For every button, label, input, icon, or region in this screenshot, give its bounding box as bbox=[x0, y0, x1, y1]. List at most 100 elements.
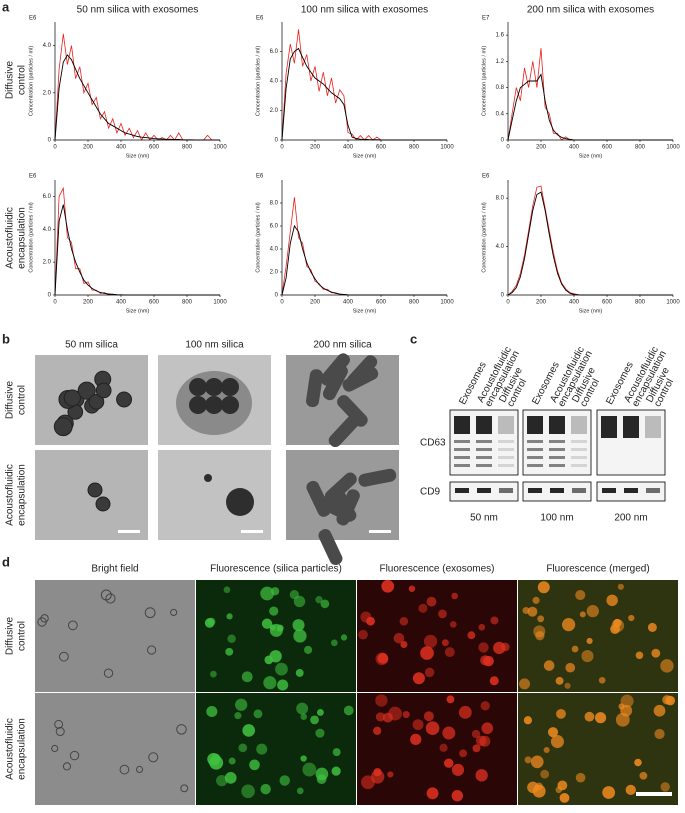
panel-letter: c bbox=[410, 331, 417, 346]
band bbox=[476, 416, 492, 434]
particle bbox=[53, 417, 73, 437]
particle bbox=[221, 378, 239, 396]
band bbox=[571, 440, 587, 443]
cell bbox=[584, 711, 595, 722]
x-tick-label: 1000 bbox=[440, 300, 454, 306]
cell bbox=[451, 592, 459, 600]
y-multiplier: E6 bbox=[482, 174, 490, 180]
y-axis-label: Concentration (particles / ml) bbox=[481, 202, 487, 272]
y-multiplier: E6 bbox=[256, 16, 264, 22]
x-tick-label: 600 bbox=[376, 145, 387, 151]
cell bbox=[293, 629, 307, 643]
cell bbox=[586, 637, 593, 645]
cell bbox=[564, 682, 571, 689]
band bbox=[454, 464, 470, 467]
x-tick-label: 400 bbox=[116, 300, 127, 306]
x-tick-label: 800 bbox=[409, 300, 420, 306]
y-tick-label: 0 bbox=[48, 138, 52, 144]
cell bbox=[225, 647, 234, 656]
rod bbox=[318, 529, 343, 566]
y-tick-label: 1.2 bbox=[496, 59, 505, 65]
cell bbox=[310, 715, 319, 725]
cell-outline bbox=[147, 645, 157, 655]
cell bbox=[654, 728, 665, 740]
band bbox=[623, 416, 639, 438]
cell bbox=[316, 774, 327, 785]
cell bbox=[300, 713, 307, 720]
cell bbox=[223, 586, 231, 594]
rod bbox=[336, 489, 360, 526]
cell bbox=[490, 616, 499, 625]
cell bbox=[647, 622, 657, 632]
cell bbox=[451, 763, 465, 776]
cell bbox=[330, 639, 338, 647]
column-title: Fluorescence (merged) bbox=[546, 564, 649, 575]
cell bbox=[315, 728, 325, 738]
cell bbox=[594, 712, 607, 724]
marker-label: CD9 bbox=[420, 487, 440, 498]
particle bbox=[221, 396, 239, 414]
data-line bbox=[507, 48, 673, 141]
y-multiplier: E6 bbox=[256, 174, 264, 180]
cell bbox=[532, 784, 546, 798]
band bbox=[498, 416, 514, 434]
x-tick-label: 0 bbox=[280, 300, 284, 306]
x-tick-label: 0 bbox=[280, 145, 284, 151]
cell-outline bbox=[136, 765, 144, 773]
cell bbox=[524, 756, 532, 764]
x-axis-label: Size (nm) bbox=[579, 153, 603, 159]
cell bbox=[387, 771, 394, 778]
cell bbox=[340, 634, 348, 641]
cell bbox=[261, 618, 273, 629]
x-axis-label: Size (nm) bbox=[353, 308, 377, 314]
cell bbox=[665, 695, 676, 706]
cell bbox=[224, 772, 237, 784]
y-tick-label: 4.0 bbox=[496, 244, 505, 250]
cell bbox=[556, 708, 566, 719]
y-tick-label: 0.8 bbox=[496, 85, 505, 91]
x-tick-label: 1000 bbox=[440, 145, 454, 151]
cell bbox=[277, 679, 289, 691]
particle bbox=[95, 496, 111, 512]
band bbox=[454, 440, 470, 443]
y-tick-label: 6.0 bbox=[43, 194, 52, 200]
chart-title: 200 nm silica with exosomes bbox=[527, 5, 654, 16]
band bbox=[572, 488, 586, 493]
particle bbox=[226, 488, 254, 516]
cell bbox=[439, 743, 448, 752]
y-tick-label: 2.0 bbox=[270, 270, 279, 276]
y-multiplier: E6 bbox=[29, 16, 37, 22]
cell bbox=[420, 646, 434, 660]
band bbox=[527, 464, 543, 467]
cell bbox=[651, 648, 661, 658]
rod bbox=[328, 415, 360, 448]
band bbox=[476, 448, 492, 451]
cell bbox=[581, 650, 594, 663]
cell bbox=[227, 634, 236, 644]
x-tick-label: 0 bbox=[53, 145, 57, 151]
cell bbox=[210, 670, 217, 678]
cell bbox=[625, 784, 636, 795]
cell bbox=[269, 623, 283, 637]
x-tick-label: 200 bbox=[310, 145, 321, 151]
y-tick-label: 6.0 bbox=[270, 49, 279, 55]
x-tick-label: 800 bbox=[182, 145, 193, 151]
cell bbox=[275, 662, 288, 676]
y-tick-label: 4.0 bbox=[43, 227, 52, 233]
cell bbox=[478, 642, 489, 653]
panel-letter: b bbox=[2, 331, 10, 346]
x-tick-label: 800 bbox=[635, 300, 646, 306]
cell bbox=[451, 790, 464, 802]
data-line bbox=[281, 197, 447, 296]
cell bbox=[523, 716, 533, 725]
cell-outline bbox=[67, 620, 78, 631]
cell bbox=[377, 653, 389, 664]
cell bbox=[458, 705, 472, 719]
cell bbox=[426, 787, 439, 800]
cell bbox=[375, 694, 388, 707]
band bbox=[645, 416, 661, 438]
cell bbox=[279, 775, 290, 786]
cell bbox=[489, 676, 499, 686]
cell bbox=[412, 719, 424, 731]
x-tick-label: 800 bbox=[182, 300, 193, 306]
